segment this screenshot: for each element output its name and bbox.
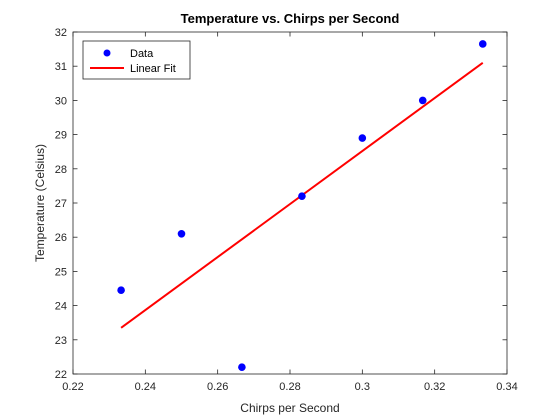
chart-title: Temperature vs. Chirps per Second [181,11,400,26]
x-tick-label: 0.3 [355,381,370,393]
data-point [298,192,306,200]
y-tick-label: 32 [55,27,67,39]
x-tick-label: 0.34 [496,381,517,393]
y-tick-label: 23 [55,335,67,347]
x-axis-ticks: 0.22 0.24 0.26 0.28 0.3 0.32 0.34 [62,32,518,393]
x-tick-label: 0.26 [207,381,228,393]
data-point [418,96,427,105]
x-axis-title: Chirps per Second [240,401,339,415]
y-tick-label: 22 [55,369,67,381]
legend: Data Linear Fit [82,40,191,80]
legend-label-linear-fit: Linear Fit [130,63,176,75]
y-tick-label: 31 [55,61,67,73]
series-layer [117,40,487,371]
data-point [358,134,367,142]
plot-frame [72,31,508,375]
y-tick-label: 30 [55,95,67,107]
y-tick-label: 24 [55,301,67,313]
data-point [177,229,186,238]
data-point [478,40,487,48]
legend-marker-data [103,49,111,57]
x-tick-label: 0.22 [62,381,83,393]
y-axis-ticks: 22 23 24 25 26 27 28 29 30 31 32 [55,27,507,381]
y-tick-label: 29 [55,130,67,142]
data-point [238,363,246,371]
x-tick-label: 0.24 [135,381,156,393]
y-tick-label: 27 [55,198,67,210]
y-tick-label: 25 [55,266,67,278]
legend-label-data: Data [130,48,154,60]
legend-box [82,40,191,80]
data-point [117,286,125,295]
y-tick-label: 28 [55,164,67,176]
y-tick-label: 26 [55,232,67,244]
y-axis-title: Temperature (Celsius) [33,144,47,262]
x-tick-label: 0.32 [424,381,445,393]
x-tick-label: 0.28 [279,381,300,393]
